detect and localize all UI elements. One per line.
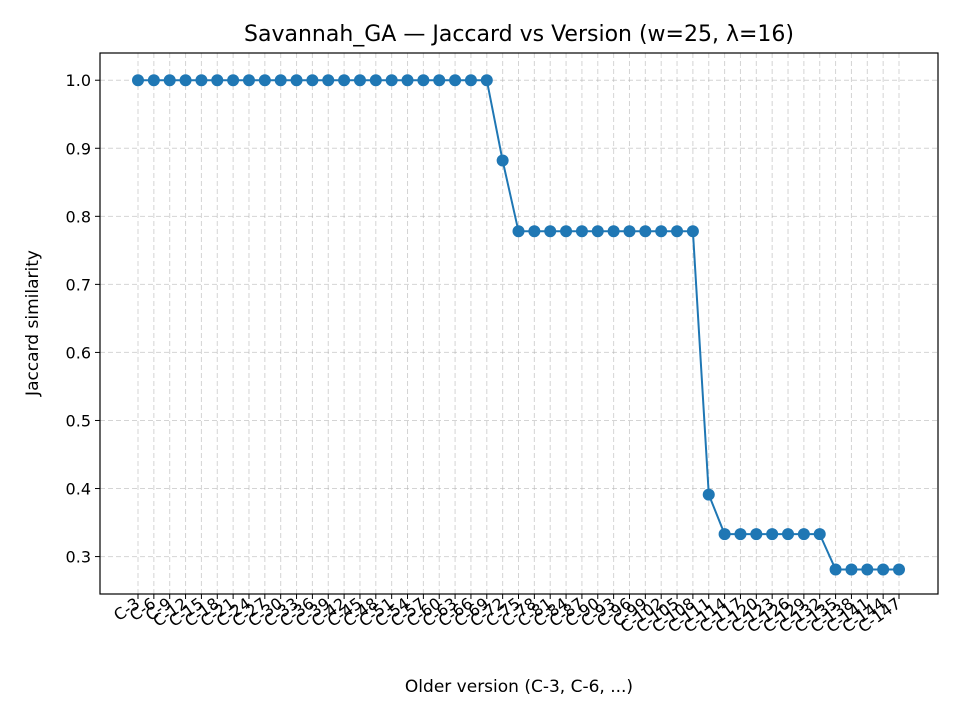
data-point bbox=[195, 74, 208, 87]
data-point bbox=[591, 225, 604, 238]
data-point bbox=[861, 563, 874, 576]
data-point bbox=[829, 563, 842, 576]
data-point bbox=[147, 74, 160, 87]
data-point bbox=[718, 528, 731, 541]
data-point bbox=[306, 74, 319, 87]
data-point bbox=[813, 528, 826, 541]
data-point bbox=[227, 74, 240, 87]
data-point bbox=[401, 74, 414, 87]
data-point bbox=[750, 528, 763, 541]
data-point bbox=[544, 225, 557, 238]
data-point bbox=[560, 225, 573, 238]
data-point bbox=[369, 74, 382, 87]
data-point bbox=[797, 528, 810, 541]
data-point bbox=[734, 528, 747, 541]
y-tick-label: 0.4 bbox=[66, 480, 91, 499]
data-point bbox=[671, 225, 684, 238]
x-axis: C-3C-6C-9C-12C-15C-18C-21C-24C-27C-30C-3… bbox=[110, 594, 904, 637]
data-point bbox=[163, 74, 176, 87]
y-tick-label: 1.0 bbox=[66, 71, 91, 90]
data-point bbox=[322, 74, 335, 87]
data-point bbox=[607, 225, 620, 238]
y-tick-label: 0.3 bbox=[66, 548, 91, 567]
x-axis-label: Older version (C-3, C-6, ...) bbox=[405, 677, 633, 697]
data-point bbox=[639, 225, 652, 238]
data-point bbox=[132, 74, 144, 87]
data-point bbox=[528, 225, 541, 238]
series bbox=[132, 74, 905, 576]
data-point bbox=[353, 74, 366, 87]
y-tick-label: 0.7 bbox=[66, 275, 91, 294]
data-point bbox=[242, 74, 255, 87]
data-point bbox=[274, 74, 287, 87]
y-tick-label: 0.9 bbox=[66, 139, 91, 158]
data-point bbox=[702, 488, 715, 501]
data-point bbox=[655, 225, 668, 238]
data-point bbox=[782, 528, 795, 541]
data-point bbox=[623, 225, 636, 238]
data-point bbox=[211, 74, 224, 87]
data-point bbox=[385, 74, 398, 87]
data-point bbox=[464, 74, 477, 87]
data-point bbox=[686, 225, 699, 238]
data-point bbox=[338, 74, 351, 87]
data-point bbox=[290, 74, 303, 87]
data-point bbox=[893, 563, 905, 576]
data-point bbox=[433, 74, 446, 87]
data-point bbox=[845, 563, 858, 576]
data-point bbox=[480, 74, 493, 87]
data-point bbox=[179, 74, 192, 87]
y-axis-label: Jaccard similarity bbox=[23, 250, 43, 397]
data-point bbox=[575, 225, 588, 238]
data-point bbox=[258, 74, 271, 87]
data-point bbox=[512, 225, 525, 238]
y-axis: 0.3 0.4 0.5 0.6 0.7 0.8 0.9 1.0 bbox=[66, 71, 100, 567]
data-point bbox=[766, 528, 779, 541]
grid bbox=[100, 53, 938, 594]
data-point bbox=[877, 563, 890, 576]
data-point bbox=[449, 74, 462, 87]
y-tick-label: 0.6 bbox=[66, 343, 91, 362]
data-point bbox=[417, 74, 430, 87]
y-tick-label: 0.5 bbox=[66, 411, 91, 430]
chart-title: Savannah_GA — Jaccard vs Version (w=25, … bbox=[244, 22, 794, 47]
y-tick-label: 0.8 bbox=[66, 207, 91, 226]
data-point bbox=[496, 154, 509, 167]
